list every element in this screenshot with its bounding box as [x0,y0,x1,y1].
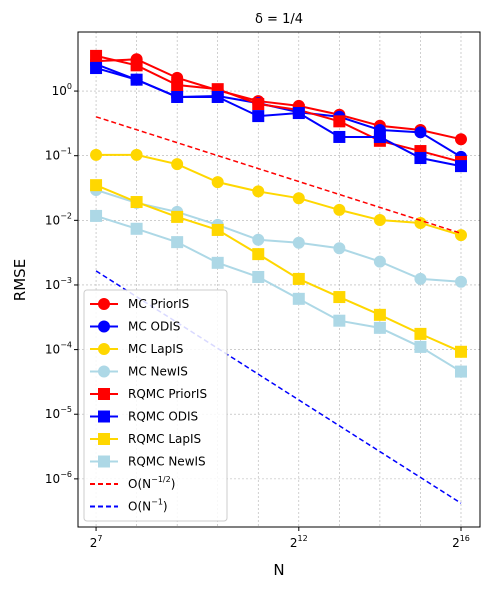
data-point [292,192,305,205]
data-point [252,270,265,283]
legend-label: RQMC PriorIS [128,387,207,401]
plot-frame [77,31,481,528]
data-point [90,209,103,222]
data-point [252,110,265,123]
data-point [171,210,184,223]
data-point [333,291,346,304]
legend-label: MC PriorIS [128,297,189,311]
series-line [95,54,462,163]
data-point [414,327,427,340]
legend-label: RQMC LapIS [128,432,201,446]
data-point [414,340,427,353]
y-tick-label: 10−1 [45,147,72,163]
data-point [171,158,184,171]
x-axis-label: N [273,561,284,579]
data-point [373,255,386,268]
legend-marker [98,320,110,333]
data-point [333,314,346,327]
legend-label: O(N−1) [128,498,168,514]
y-axis-label: RMSE [11,259,29,301]
data-point [130,59,143,72]
series-line [95,214,462,373]
data-point [454,275,467,288]
data-point [373,214,386,227]
legend-label: MC NewIS [128,364,188,378]
x-tick-label: 216 [452,534,470,550]
data-point [333,203,346,216]
legend-marker [98,388,110,400]
data-point [211,223,224,236]
data-point [252,248,265,261]
y-tick-label: 10−3 [45,276,72,292]
data-point [90,179,103,192]
series-line [95,63,462,158]
series-line [95,116,462,235]
data-point [130,222,143,235]
data-point [414,152,427,165]
data-point [454,365,467,378]
legend-marker [98,343,110,355]
data-point [90,62,103,75]
data-point [171,79,184,92]
data-point [90,49,103,62]
data-point [90,148,103,161]
legend-label: O(N−1/2) [128,475,175,491]
data-point [130,148,143,161]
y-tick-label: 10−4 [45,341,72,357]
legend: MC PriorIS MC ODIS MC LapIS MC NewIS RQMC Pr… [83,289,228,522]
data-point [333,242,346,255]
data-point [454,133,467,146]
y-tick-label: 10−6 [45,470,72,486]
series-line [95,189,462,283]
data-point [211,176,224,189]
series-line [95,184,462,353]
data-point [292,292,305,305]
series-line [96,58,462,141]
series-line [96,153,462,237]
data-point [454,160,467,173]
legend-marker [98,433,110,445]
data-point [414,126,427,139]
data-point [252,233,265,246]
data-point [292,107,305,120]
data-point [333,130,346,143]
chart-title: δ = 1/4 [255,12,303,27]
legend-label: MC ODIS [128,319,180,333]
data-point [414,272,427,285]
data-point [252,98,265,111]
data-point [130,73,143,86]
data-point [171,236,184,249]
y-tick-label: 100 [52,82,72,98]
series-line [95,67,462,168]
data-point [292,236,305,249]
legend-label: MC LapIS [128,342,183,356]
data-point [130,196,143,209]
data-point [333,115,346,128]
data-point [373,308,386,321]
y-tick-label: 10−2 [45,211,72,227]
legend-box [83,289,228,522]
data-point [252,185,265,198]
legend-label: RQMC ODIS [128,409,198,423]
data-point [211,256,224,269]
data-point [292,272,305,285]
data-point [171,90,184,103]
data-point [373,130,386,143]
legend-marker [98,455,110,468]
y-tick-label: 10−5 [45,405,72,421]
x-tick-label: 212 [290,534,308,550]
legend-marker [98,365,110,378]
legend-label: RQMC NewIS [128,454,206,468]
legend-marker [98,410,110,423]
data-point [373,321,386,334]
data-point [211,90,224,103]
x-tick-label: 27 [90,534,103,550]
data-point [454,345,467,358]
legend-marker [98,298,110,310]
